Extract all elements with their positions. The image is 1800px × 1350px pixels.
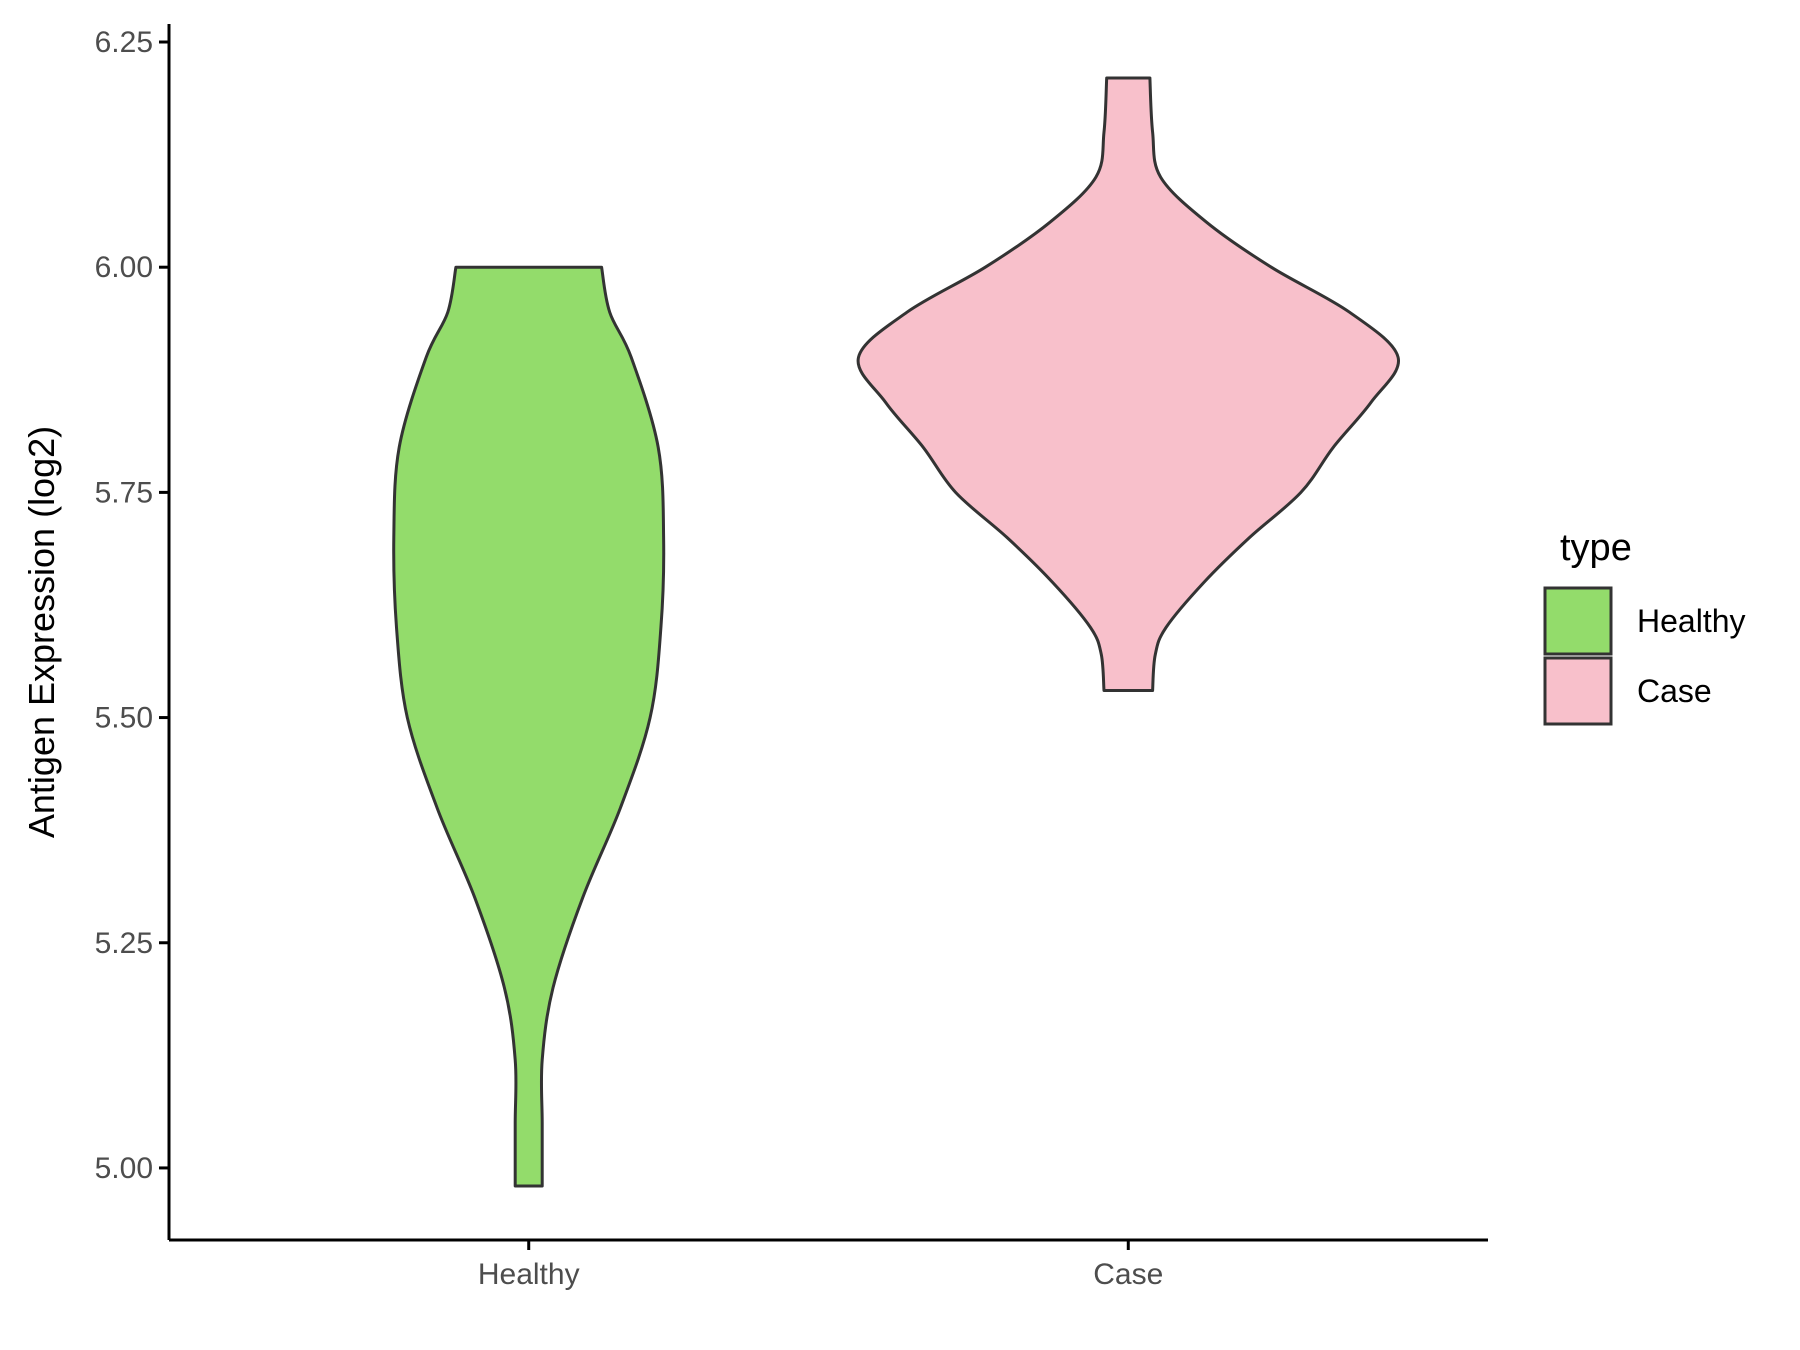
axes-layer — [167, 24, 1488, 1242]
x-tick-label: Case — [1093, 1258, 1163, 1291]
y-tick-label: 6.25 — [95, 26, 153, 59]
y-tick-label: 5.25 — [95, 927, 153, 960]
x-ticks: Healthy Case — [478, 1240, 1163, 1291]
legend-title: type — [1560, 527, 1632, 569]
legend-items: Healthy Case — [1543, 586, 1746, 726]
x-tick-label: Healthy — [478, 1258, 580, 1291]
y-tick-label: 5.75 — [95, 476, 153, 509]
y-ticks: 5.00 5.25 5.50 5.75 6.00 6.25 — [95, 26, 169, 1185]
legend: type Healthy Case — [1543, 527, 1746, 726]
y-tick-label: 5.00 — [95, 1152, 153, 1185]
violin-layer — [392, 76, 1400, 1188]
legend-key-healthy — [1543, 586, 1613, 656]
legend-key-case — [1543, 656, 1613, 726]
y-tick-label: 6.00 — [95, 251, 153, 284]
y-tick-label: 5.50 — [95, 702, 153, 735]
legend-label: Healthy — [1637, 603, 1746, 639]
legend-label: Case — [1637, 673, 1712, 709]
violin-case — [856, 76, 1400, 692]
y-axis-title: Antigen Expression (log2) — [21, 426, 62, 838]
violin-healthy — [392, 265, 666, 1188]
